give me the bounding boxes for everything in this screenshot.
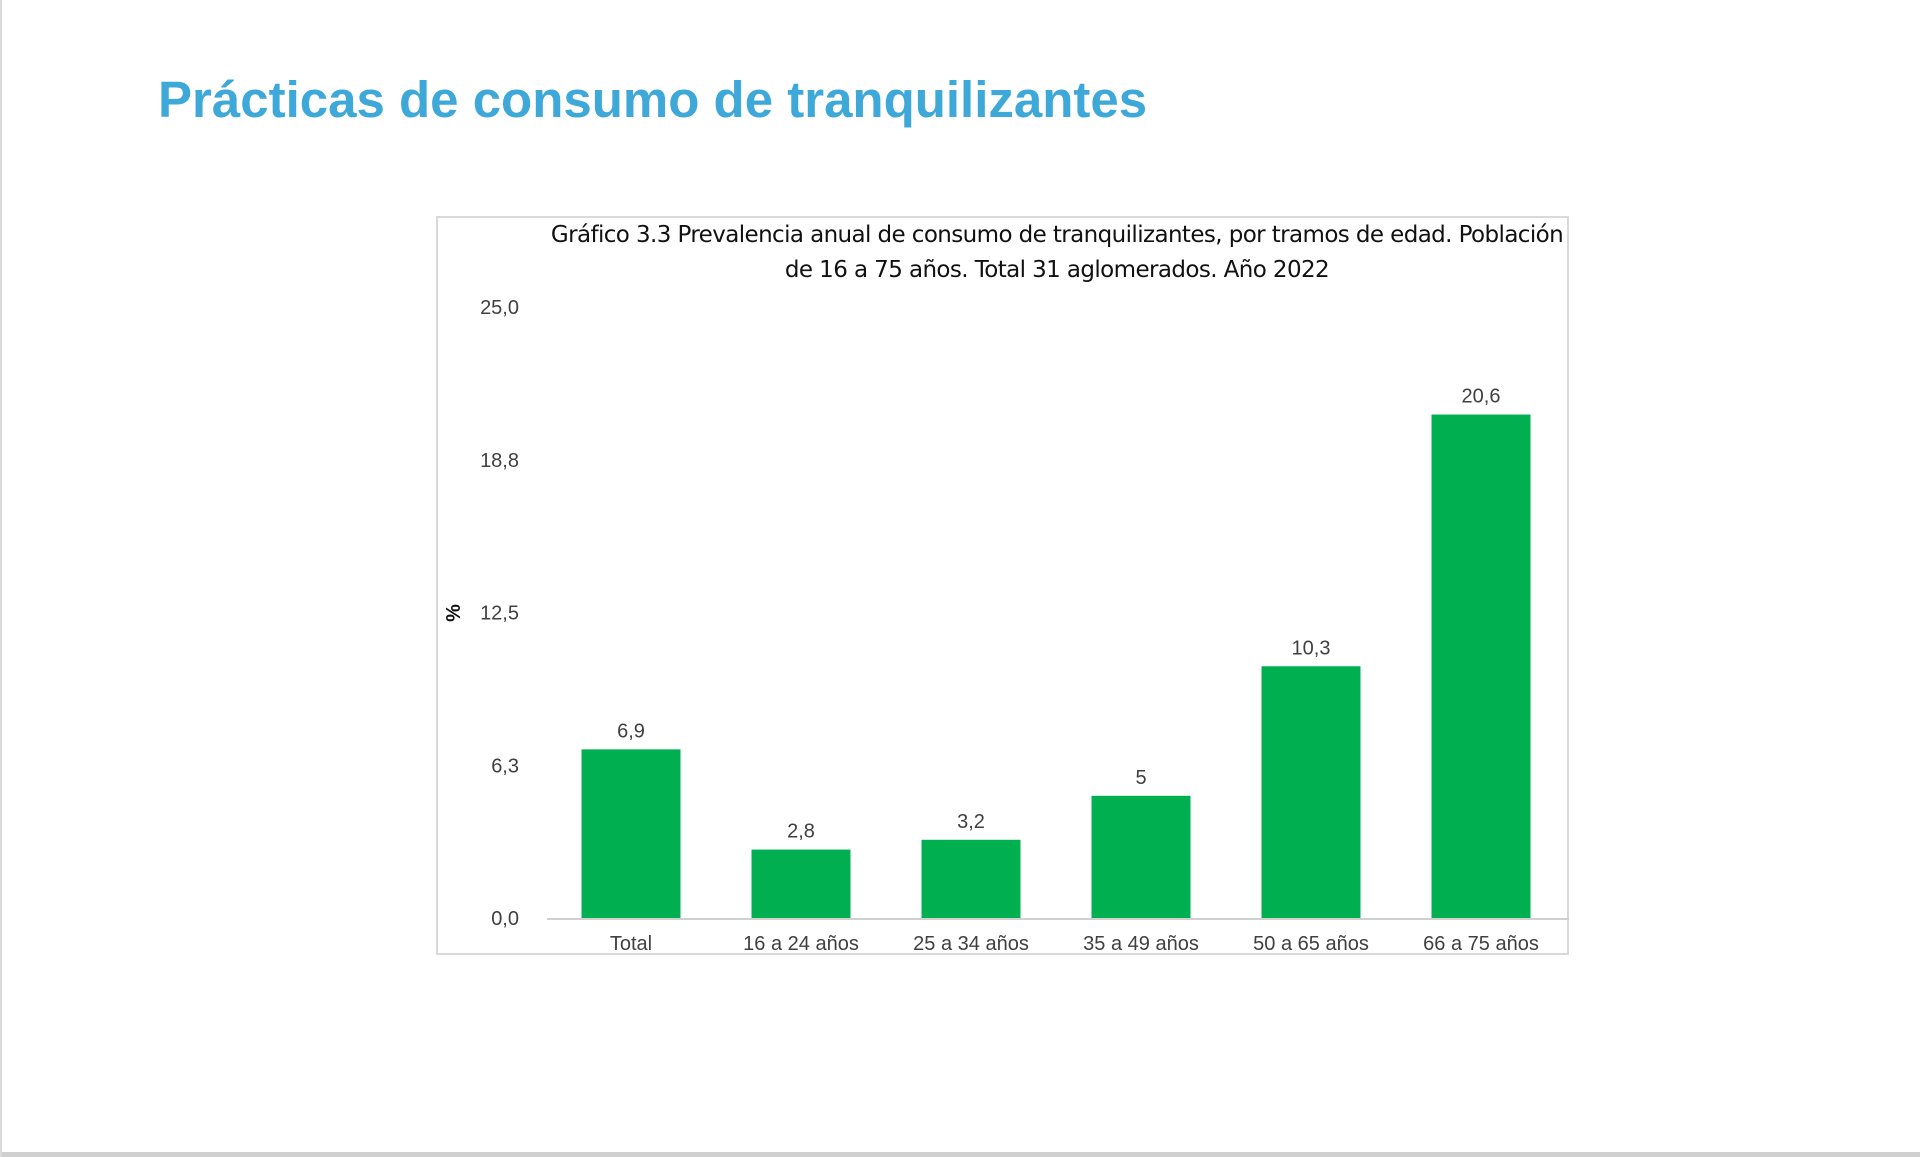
bar [1261,666,1361,918]
data-label: 2,8 [787,821,815,843]
y-tick-label: 18,8 [480,450,519,472]
page-title: Prácticas de consumo de tranquilizantes [158,71,1148,128]
bar [1431,414,1531,918]
x-tick-label: 35 a 49 años [1083,933,1199,955]
bar [921,839,1021,918]
x-tick-label: 50 a 65 años [1253,933,1369,955]
chart-title-line-2: de 16 a 75 años. Total 31 aglomerados. A… [784,257,1330,283]
data-label: 6,9 [617,720,645,742]
y-tick-label: 0,0 [491,908,519,930]
x-tick-label: 66 a 75 años [1423,933,1539,955]
chart-title-line-1: Gráfico 3.3 Prevalencia anual de consumo… [550,222,1564,248]
data-label: 20,6 [1462,386,1501,408]
data-label: 5 [1135,767,1146,789]
x-tick-label: Total [610,933,652,955]
y-tick-label: 6,3 [491,755,519,777]
bar [581,749,681,918]
data-label: 10,3 [1292,637,1331,659]
bar [751,849,851,918]
chart-frame [436,216,1569,955]
y-tick-label: 12,5 [480,603,519,625]
x-tick-label: 25 a 34 años [913,933,1029,955]
x-tick-label: 16 a 24 años [743,933,859,955]
y-tick-label: 25,0 [480,297,519,319]
page-bottom-edge [2,1152,1920,1157]
y-axis-label: % [443,604,465,622]
bar [1091,795,1191,918]
data-label: 3,2 [957,811,985,833]
chart-title: Gráfico 3.3 Prevalencia anual de consumo… [532,218,1582,288]
